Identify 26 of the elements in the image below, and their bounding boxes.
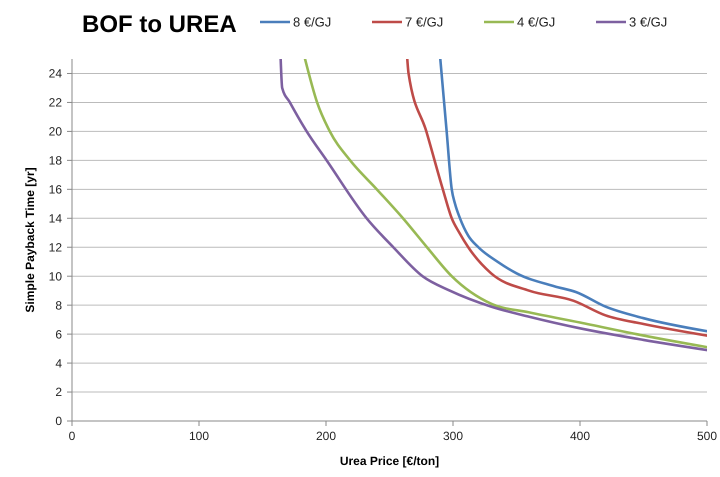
x-tick-label: 100	[188, 429, 210, 443]
y-tick-label: 10	[48, 269, 62, 284]
y-tick-label: 4	[55, 356, 62, 370]
x-tick-label: 0	[68, 429, 76, 443]
y-tick-label: 18	[48, 154, 62, 168]
y-tick-label: 8	[55, 298, 62, 312]
x-tick-label: 500	[696, 429, 718, 443]
y-tick-label: 2	[55, 385, 62, 400]
y-tick-label: 24	[48, 66, 62, 81]
y-tick-label: 22	[48, 96, 62, 110]
x-tick-label: 400	[570, 429, 590, 443]
x-axis-title: Urea Price [€/ton]	[340, 454, 440, 468]
chart-title: BOF to UREA	[82, 11, 237, 38]
y-axis-title: Simple Payback Time [yr]	[23, 167, 37, 313]
y-tick-label: 6	[55, 327, 62, 342]
y-tick-label: 16	[48, 182, 62, 197]
legend-label: 4 €/GJ	[517, 14, 556, 30]
y-tick-label: 14	[48, 211, 62, 226]
legend-label: 8 €/GJ	[293, 14, 332, 30]
y-tick-label: 20	[48, 124, 62, 139]
y-tick-label: 12	[48, 240, 62, 254]
legend-label: 7 €/GJ	[405, 14, 444, 30]
legend-label: 3 €/GJ	[629, 14, 668, 30]
y-tick-label: 0	[55, 414, 62, 428]
x-tick-label: 300	[442, 429, 464, 443]
x-tick-label: 200	[316, 429, 336, 443]
